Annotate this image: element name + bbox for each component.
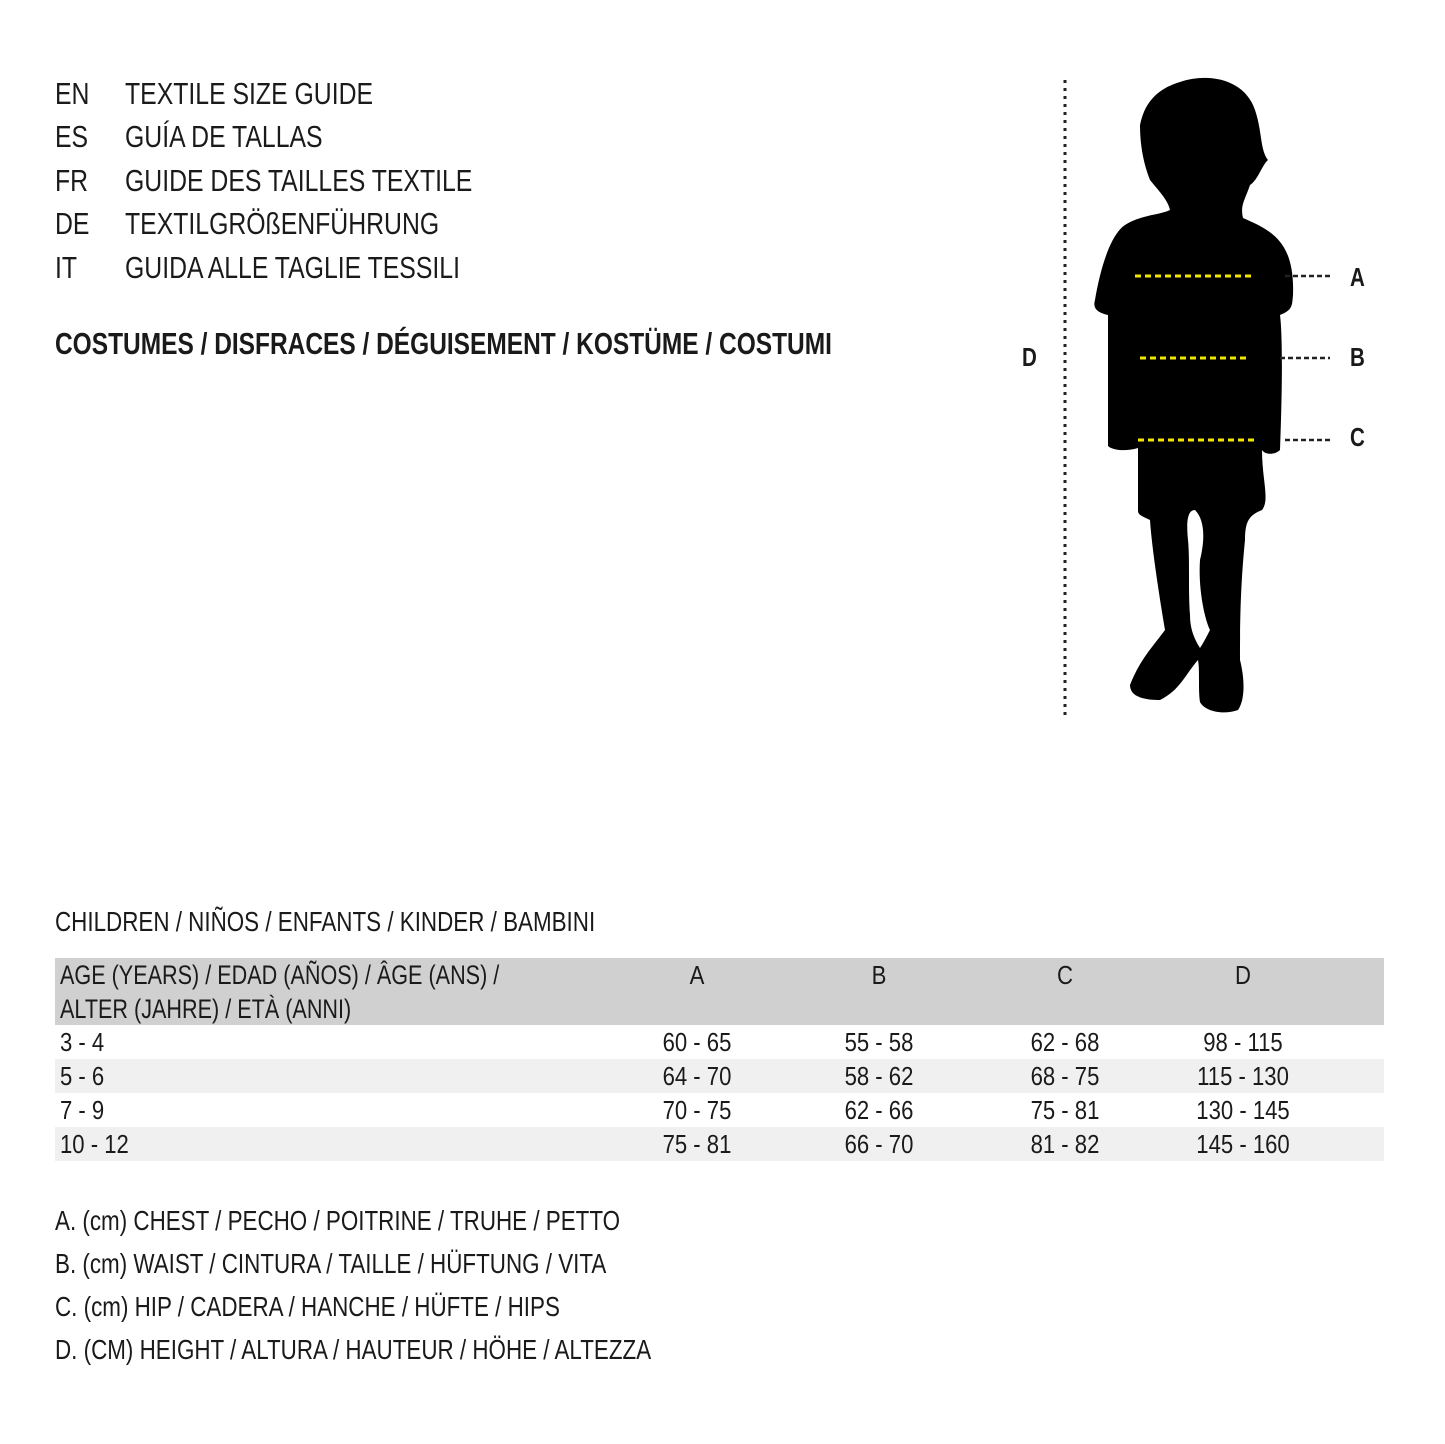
a-cell: 60 - 65	[662, 1027, 732, 1057]
title-text: GUIDE DES TAILLES TEXTILE	[125, 163, 473, 198]
c-cell: 81 - 82	[1030, 1129, 1100, 1159]
d-cell: 115 - 130	[1197, 1061, 1289, 1091]
legend-item-c: C. (cm) HIP / CADERA / HANCHE / HÜFTE / …	[55, 1291, 560, 1322]
legend-item-b: B. (cm) WAIST / CINTURA / TAILLE / HÜFTU…	[55, 1248, 607, 1279]
age-cell: 3 - 4	[60, 1027, 105, 1057]
header-b: B	[871, 960, 887, 990]
c-cell: 75 - 81	[1030, 1095, 1100, 1125]
age-cell: 10 - 12	[60, 1129, 129, 1159]
lang-code: EN	[55, 76, 90, 111]
header-d: D	[1235, 960, 1251, 990]
child-silhouette-icon	[1063, 77, 1330, 715]
a-cell: 70 - 75	[662, 1095, 732, 1125]
legend-item-d: D. (CM) HEIGHT / ALTURA / HAUTEUR / HÖHE…	[55, 1334, 652, 1365]
d-cell: 98 - 115	[1203, 1027, 1283, 1057]
table-row: 10 - 12 75 - 81 66 - 70 81 - 82 145 - 16…	[55, 1127, 1384, 1161]
table-row: 7 - 9 70 - 75 62 - 66 75 - 81 130 - 145	[55, 1093, 1384, 1127]
size-table: AGE (YEARS) / EDAD (AÑOS) / ÂGE (ANS) / …	[55, 958, 1384, 1161]
label-a: A	[1350, 262, 1365, 292]
c-cell: 68 - 75	[1030, 1061, 1100, 1091]
title-text: GUIDA ALLE TAGLIE TESSILI	[125, 250, 460, 285]
c-cell: 62 - 68	[1030, 1027, 1100, 1057]
b-cell: 58 - 62	[844, 1061, 914, 1091]
category-heading: COSTUMES / DISFRACES / DÉGUISEMENT / KOS…	[55, 326, 832, 361]
b-cell: 66 - 70	[844, 1129, 914, 1159]
lang-code: DE	[55, 206, 90, 241]
b-cell: 55 - 58	[844, 1027, 914, 1057]
legend-item-a: A. (cm) CHEST / PECHO / POITRINE / TRUHE…	[55, 1205, 621, 1236]
label-c: C	[1350, 422, 1365, 452]
a-cell: 75 - 81	[662, 1129, 732, 1159]
label-b: B	[1350, 342, 1365, 372]
label-d: D	[1022, 342, 1037, 372]
lang-code: FR	[55, 163, 89, 198]
lang-code: ES	[55, 119, 89, 154]
b-cell: 62 - 66	[844, 1095, 914, 1125]
header-a: A	[689, 960, 705, 990]
title-text: GUÍA DE TALLAS	[125, 119, 323, 154]
table-header: AGE (YEARS) / EDAD (AÑOS) / ÂGE (ANS) / …	[55, 958, 1384, 1025]
age-cell: 7 - 9	[60, 1095, 105, 1125]
d-cell: 130 - 145	[1196, 1095, 1290, 1125]
header-c: C	[1057, 960, 1073, 990]
header-age-line2: ALTER (JAHRE) / ETÀ (ANNI)	[60, 994, 352, 1024]
d-cell: 145 - 160	[1196, 1129, 1290, 1159]
age-cell: 5 - 6	[60, 1061, 105, 1091]
lang-code: IT	[55, 250, 78, 285]
header-age-line1: AGE (YEARS) / EDAD (AÑOS) / ÂGE (ANS) /	[60, 960, 500, 990]
a-cell: 64 - 70	[662, 1061, 732, 1091]
table-row: 5 - 6 64 - 70 58 - 62 68 - 75 115 - 130	[55, 1059, 1384, 1093]
title-text: TEXTILE SIZE GUIDE	[125, 76, 374, 111]
section-heading: CHILDREN / NIÑOS / ENFANTS / KINDER / BA…	[55, 906, 596, 937]
table-row: 3 - 4 60 - 65 55 - 58 62 - 68 98 - 115	[55, 1025, 1384, 1059]
title-text: TEXTILGRÖßENFÜHRUNG	[125, 206, 440, 241]
